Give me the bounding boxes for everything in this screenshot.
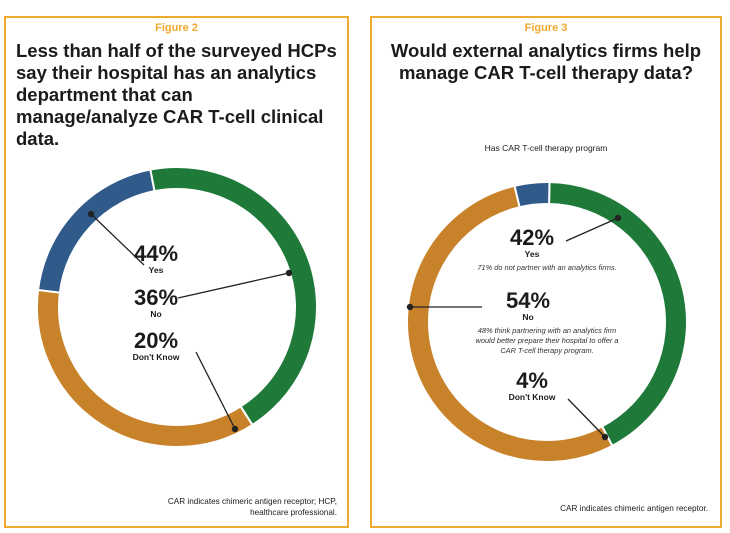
figure-3-leader-don-t-know	[567, 398, 606, 438]
figure-2-leader-dot-no	[285, 269, 293, 277]
figure-3-leader-dot-yes	[614, 214, 622, 222]
figure-2-leader-yes	[90, 213, 145, 266]
figure-2-slice-don-t-know	[36, 168, 156, 294]
figure-2-slice-no	[36, 288, 254, 448]
figure-3-note-yes: 71% do not partner with an analytics fir…	[477, 263, 616, 272]
figure-2-category-label-don-t-know: Don't Know	[133, 352, 180, 362]
figure-3-subtitle: Has CAR T-cell therapy program	[484, 143, 608, 153]
figure-3-category-label-yes: Yes	[525, 249, 540, 259]
figure-3-slice-yes	[548, 181, 688, 448]
figure-3-leader-dot-don-t-know	[601, 433, 609, 441]
figure-3-value-label-don-t-know: 4%	[516, 368, 548, 393]
figure-3-note-no: 48% think partnering with an analytics f…	[476, 326, 619, 355]
figure-2-leader-no	[177, 272, 290, 299]
figure-2-leader-dot-yes	[87, 210, 95, 218]
figure-3-leader-yes	[565, 217, 619, 242]
figure-2-donut-chart: 44%Yes 36%No 20%Don't Know	[36, 166, 318, 448]
figure-3-label: Figure 3	[524, 22, 568, 34]
figure-3-donut-chart: 42%Yes 71% do not partner with an analyti…	[406, 181, 688, 463]
figure-2-value-label-yes: 44%	[134, 241, 178, 266]
figure-3-category-label-no: No	[522, 312, 533, 322]
figure-3-panel: Figure 3 Would external analytics firms …	[370, 16, 722, 528]
figure-2-leader-don-t-know	[195, 351, 236, 430]
figure-3-value-label-yes: 42%	[510, 225, 554, 250]
figure-2-footnote: CAR indicates chimeric antigen receptor;…	[167, 497, 337, 517]
figure-2-label: Figure 2	[155, 22, 198, 34]
figure-3-category-label-don-t-know: Don't Know	[509, 392, 556, 402]
figure-2-value-label-don-t-know: 20%	[134, 328, 178, 353]
figure-2-panel: Figure 2 Less than half of the surveyed …	[4, 16, 349, 528]
figure-3-title: Would external analytics firms help mana…	[390, 40, 702, 83]
figure-3-footnote: CAR indicates chimeric antigen receptor.	[560, 504, 708, 513]
figure-2-leader-dot-don-t-know	[231, 425, 239, 433]
figure-2-value-label-no: 36%	[134, 285, 178, 310]
figure-3-slice-don-t-know	[513, 181, 551, 209]
figure-2-category-label-no: No	[150, 309, 161, 319]
figure-3-value-label-no: 54%	[506, 288, 550, 313]
figure-2-category-label-yes: Yes	[149, 265, 164, 275]
figure-3-leader-dot-no	[406, 303, 414, 311]
figure-2-title: Less than half of the surveyed HCPs say …	[16, 40, 337, 149]
